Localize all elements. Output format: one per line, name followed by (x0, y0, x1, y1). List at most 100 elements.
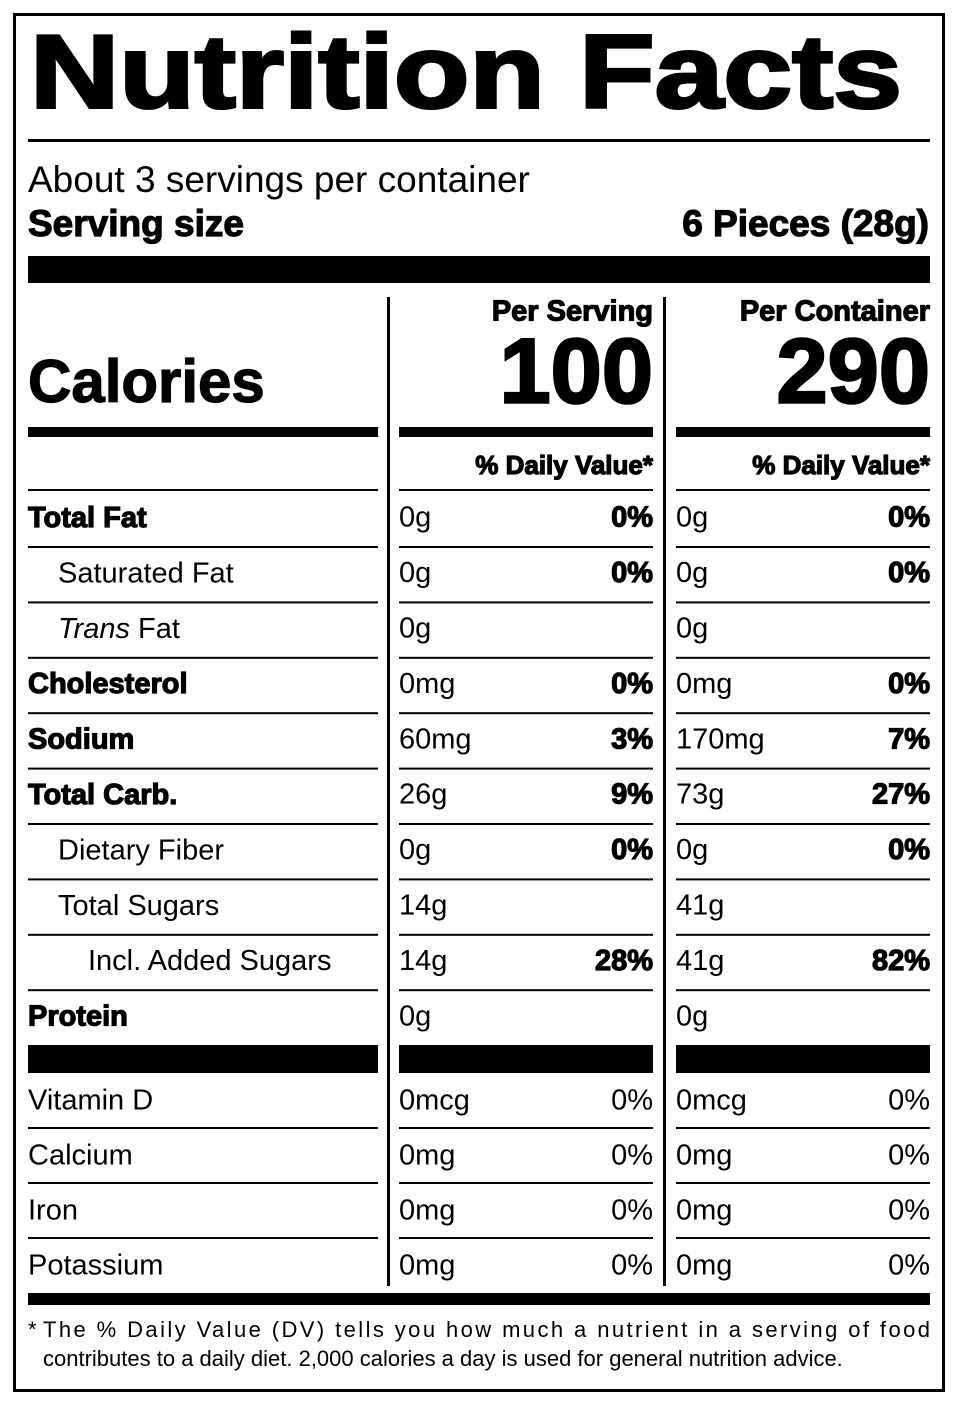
nutrient-name: Sodium (28, 723, 134, 755)
amount: 73g (676, 779, 724, 811)
rule (399, 1237, 653, 1239)
column-header: Per Serving (492, 296, 653, 328)
rule (399, 1182, 653, 1184)
rule (28, 489, 378, 491)
nutrient-name-text: Dietary Fiber (58, 834, 224, 866)
nutrient-name: Trans Fat (58, 612, 180, 644)
daily-value: 0% (888, 557, 930, 589)
amount: 0mg (399, 1140, 455, 1172)
rule (399, 489, 653, 491)
calories-label: Calories (28, 348, 265, 415)
daily-value: 0% (888, 834, 930, 866)
rule (676, 878, 930, 881)
rule (28, 139, 930, 142)
rule (399, 1127, 653, 1129)
amount: 0mg (676, 668, 732, 700)
amount: 0mg (399, 1195, 455, 1227)
rule (399, 767, 653, 770)
column-divider (387, 297, 390, 1286)
rule (399, 546, 653, 548)
amount: 0mg (676, 1250, 732, 1282)
amount: 0mcg (676, 1085, 747, 1117)
rule (28, 1127, 378, 1129)
rule (399, 823, 653, 825)
rule (28, 878, 378, 881)
daily-value: 28% (595, 945, 653, 977)
rule (28, 546, 378, 548)
rule (28, 712, 378, 715)
rule (28, 1237, 378, 1239)
nutrient-name-text: Sodium (28, 723, 134, 755)
nutrient-name: Saturated Fat (58, 557, 234, 589)
daily-value: 0% (611, 502, 653, 534)
vitamin-name: Vitamin D (28, 1085, 153, 1117)
vitamin-name: Iron (28, 1195, 78, 1227)
rule (676, 601, 930, 604)
nutrient-name-italic: Trans (58, 612, 130, 644)
amount: 0mg (399, 668, 455, 700)
daily-value: 0% (611, 1140, 653, 1172)
rule (676, 989, 930, 992)
rule (676, 546, 930, 548)
nutrient-name-text: Total Sugars (58, 889, 219, 921)
daily-value: 82% (872, 945, 930, 977)
amount: 0g (676, 612, 708, 644)
rule (399, 933, 653, 936)
rule (399, 427, 653, 437)
amount: 0g (399, 502, 431, 534)
rule (28, 656, 378, 659)
rule (676, 427, 930, 437)
rule (676, 1182, 930, 1184)
title: Nutrition Facts (30, 14, 902, 130)
rule (399, 656, 653, 659)
nutrient-name-text: Fat (138, 612, 180, 644)
rule (28, 1182, 378, 1184)
amount: 0g (676, 834, 708, 866)
amount: 0g (399, 834, 431, 866)
vitamin-name: Potassium (28, 1250, 163, 1282)
daily-value: 0% (888, 502, 930, 534)
daily-value: 0% (888, 1140, 930, 1172)
daily-value: 0% (611, 668, 653, 700)
daily-value: 27% (872, 779, 930, 811)
rule (399, 1045, 653, 1073)
amount: 14g (399, 889, 447, 921)
rule (676, 933, 930, 936)
amount: 0mcg (399, 1085, 470, 1117)
daily-value: 0% (611, 834, 653, 866)
daily-value: 0% (611, 1085, 653, 1117)
nutrient-name: Protein (28, 1000, 128, 1032)
dv-header: % Daily Value* (475, 450, 654, 480)
footnote-mark: * (28, 1317, 37, 1342)
daily-value: 7% (888, 723, 930, 755)
serving-size: 6 Pieces (28g) (682, 203, 929, 244)
rule (28, 767, 378, 770)
daily-value: 0% (888, 1250, 930, 1282)
rule (676, 489, 930, 491)
nutrient-name: Incl. Added Sugars (88, 945, 331, 977)
amount: 26g (399, 779, 447, 811)
amount: 170mg (676, 723, 765, 755)
servings-per-container: About 3 servings per container (28, 159, 530, 200)
footnote-line: The % Daily Value (DV) tells you how muc… (43, 1317, 930, 1342)
amount: 41g (676, 889, 724, 921)
label-border (13, 13, 945, 1392)
nutrient-name-text: Incl. Added Sugars (88, 945, 331, 977)
vitamin-name: Calcium (28, 1140, 133, 1172)
rule (676, 656, 930, 659)
daily-value: 0% (611, 557, 653, 589)
rule (28, 427, 378, 437)
amount: 0g (676, 557, 708, 589)
rule (399, 989, 653, 992)
nutrient-name: Total Sugars (58, 889, 219, 921)
nutrient-name: Total Fat (28, 502, 147, 534)
rule (28, 933, 378, 936)
amount: 60mg (399, 723, 472, 755)
daily-value: 0% (611, 1195, 653, 1227)
rule (28, 823, 378, 825)
daily-value: 0% (888, 1195, 930, 1227)
nutrient-name-space (130, 612, 138, 644)
daily-value: 0% (888, 668, 930, 700)
nutrient-name-text: Total Fat (28, 502, 147, 534)
